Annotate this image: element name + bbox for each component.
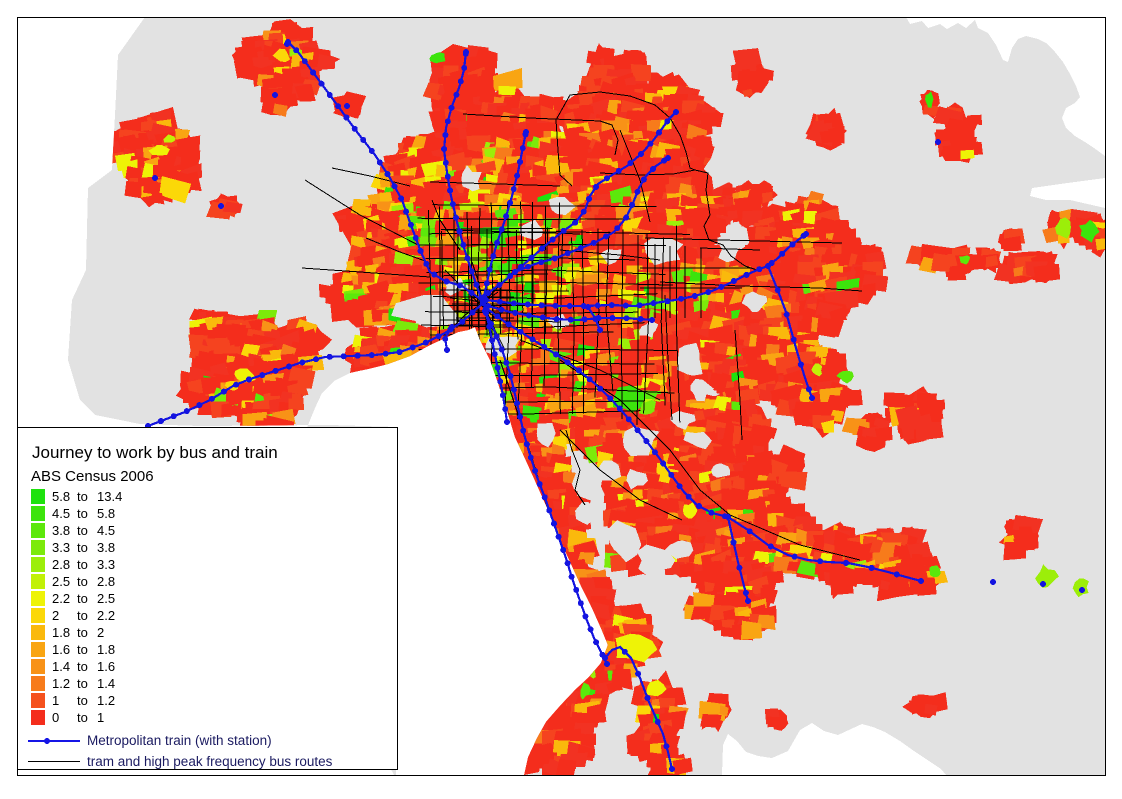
svg-text:4.5: 4.5 [52, 506, 70, 521]
svg-text:2.8: 2.8 [97, 574, 115, 589]
svg-text:to: to [77, 693, 88, 708]
svg-text:2.2: 2.2 [52, 591, 70, 606]
svg-text:to: to [77, 489, 88, 504]
svg-text:ABS Census 2006: ABS Census 2006 [31, 468, 154, 485]
svg-text:13.4: 13.4 [97, 489, 122, 504]
svg-text:1.8: 1.8 [52, 625, 70, 640]
svg-text:3.3: 3.3 [52, 540, 70, 555]
svg-text:1: 1 [97, 710, 104, 725]
svg-text:to: to [77, 523, 88, 538]
svg-text:1.4: 1.4 [52, 659, 70, 674]
svg-text:3.8: 3.8 [97, 540, 115, 555]
svg-text:3.8: 3.8 [52, 523, 70, 538]
svg-text:0: 0 [52, 710, 59, 725]
svg-text:2: 2 [52, 608, 59, 623]
svg-text:2.5: 2.5 [97, 591, 115, 606]
svg-text:to: to [77, 642, 88, 657]
svg-text:5.8: 5.8 [97, 506, 115, 521]
svg-text:Metropolitan train (with stati: Metropolitan train (with station) [87, 733, 272, 748]
svg-text:5.8: 5.8 [52, 489, 70, 504]
svg-text:1: 1 [52, 693, 59, 708]
svg-text:to: to [77, 506, 88, 521]
svg-text:2.8: 2.8 [52, 557, 70, 572]
svg-text:to: to [77, 659, 88, 674]
svg-text:to: to [77, 540, 88, 555]
svg-text:tram and high peak frequency b: tram and high peak frequency bus routes [87, 754, 333, 769]
svg-text:to: to [77, 676, 88, 691]
svg-text:1.6: 1.6 [97, 659, 115, 674]
svg-text:1.4: 1.4 [97, 676, 115, 691]
svg-text:to: to [77, 574, 88, 589]
svg-text:to: to [77, 608, 88, 623]
svg-text:1.2: 1.2 [52, 676, 70, 691]
svg-text:to: to [77, 591, 88, 606]
svg-text:Journey to work by bus and tra: Journey to work by bus and train [32, 443, 278, 462]
svg-text:to: to [77, 557, 88, 572]
svg-text:4.5: 4.5 [97, 523, 115, 538]
svg-text:2.2: 2.2 [97, 608, 115, 623]
svg-text:1.6: 1.6 [52, 642, 70, 657]
svg-text:to: to [77, 710, 88, 725]
svg-text:1.2: 1.2 [97, 693, 115, 708]
svg-text:to: to [77, 625, 88, 640]
svg-text:2: 2 [97, 625, 104, 640]
svg-text:2.5: 2.5 [52, 574, 70, 589]
svg-text:3.3: 3.3 [97, 557, 115, 572]
svg-text:1.8: 1.8 [97, 642, 115, 657]
